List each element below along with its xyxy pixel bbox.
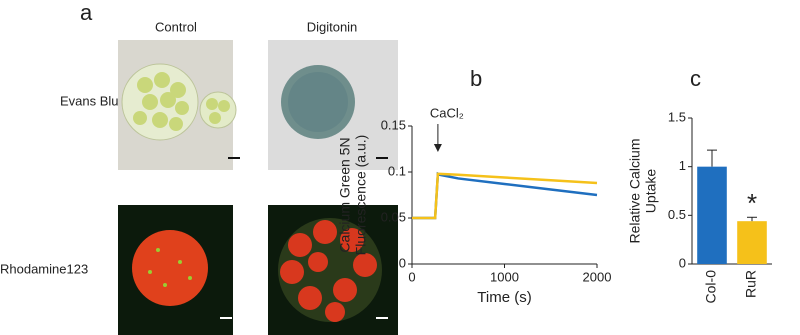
panel-label: b (470, 66, 482, 91)
x-tick-label: 0 (408, 269, 415, 284)
x-tick-label: 2000 (583, 269, 612, 284)
bar (737, 221, 767, 264)
micrograph (118, 40, 240, 170)
x-tick-label: RuR (743, 270, 759, 298)
y-axis-label: Uptake (643, 169, 659, 214)
y-tick-label: 0 (399, 255, 406, 270)
column-label: Control (155, 19, 197, 34)
panel-label: c (690, 66, 701, 91)
x-tick-label: 1000 (490, 269, 519, 284)
y-tick-label: 0.05 (381, 209, 406, 224)
annotation: CaCl₂ (430, 105, 464, 120)
y-axis-label: Relative Calcium (627, 138, 643, 243)
y-tick-label: 0.15 (381, 117, 406, 132)
micrograph (118, 205, 233, 335)
line-series (412, 172, 598, 220)
micrograph (268, 40, 398, 170)
x-axis-label: Time (s) (477, 289, 531, 306)
y-tick-label: 1.5 (668, 109, 686, 124)
bar (697, 166, 727, 264)
significance-mark: * (747, 188, 757, 218)
micrograph (268, 205, 398, 335)
y-axis-label: Fluorescence (a.u.) (353, 135, 369, 256)
row-label: Rhodamine123 (0, 261, 88, 276)
arrow-head (433, 144, 442, 152)
y-tick-label: 0.5 (668, 207, 686, 222)
panel-label: a (80, 0, 93, 25)
y-tick-label: 1 (679, 158, 686, 173)
column-label: Digitonin (307, 19, 358, 34)
x-tick-label: Col-0 (703, 270, 719, 304)
row-label: Evans Blue (60, 93, 126, 108)
y-tick-label: 0 (679, 255, 686, 270)
y-axis-label: Calcium Green 5N (337, 137, 353, 252)
y-tick-label: 0.1 (388, 163, 406, 178)
